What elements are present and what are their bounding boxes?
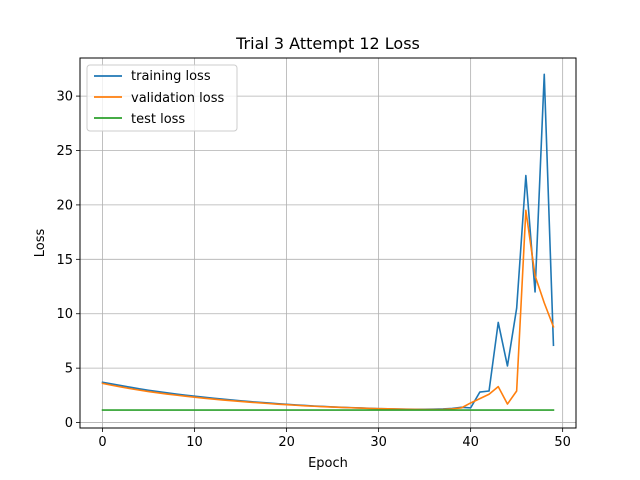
plot-area-frame [79, 57, 577, 429]
y-tick-label: 10 [56, 307, 73, 322]
x-tick-label: 0 [98, 435, 106, 450]
axes: 0 10 20 30 40 50 0 5 10 15 20 25 30 [56, 90, 570, 450]
y-tick-label: 30 [56, 90, 73, 105]
legend-label-test-loss: test loss [131, 112, 185, 127]
y-tick-label: 15 [56, 253, 73, 268]
y-tick-label: 0 [65, 416, 73, 431]
series-line-validation-loss [101, 209, 555, 411]
legend-label-validation-loss: validation loss [131, 91, 224, 106]
x-tick-label: 40 [462, 435, 479, 450]
chart-title: Trial 3 Attempt 12 Loss [235, 34, 420, 53]
legend-label-training-loss: training loss [131, 69, 211, 84]
series-lines [101, 73, 555, 411]
legend-box [86, 64, 238, 132]
y-tick-label: 25 [56, 144, 73, 159]
x-tick-label: 50 [554, 435, 571, 450]
x-axis-label: Epoch [308, 456, 348, 471]
y-tick-label: 20 [56, 198, 73, 213]
legend: training loss validation loss test loss [86, 64, 238, 132]
y-axis-label: Loss [33, 229, 48, 258]
y-tick-label: 5 [65, 362, 73, 377]
x-tick-label: 10 [186, 435, 203, 450]
grid [80, 58, 576, 428]
x-tick-label: 30 [370, 435, 387, 450]
x-tick-label: 20 [278, 435, 295, 450]
